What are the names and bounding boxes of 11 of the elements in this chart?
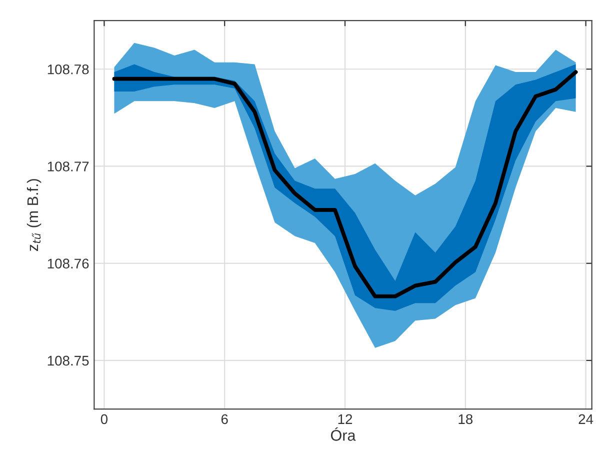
x-tick-label: 12 xyxy=(338,414,352,424)
x-axis-title: Óra xyxy=(330,427,356,441)
y-tick-label: 108.77 xyxy=(48,162,89,172)
y-tick-label: 108.76 xyxy=(48,258,89,269)
x-tick-label: 0 xyxy=(100,414,108,424)
x-tick-label: 18 xyxy=(458,414,473,424)
y-axis-title: z$_{tű}$ (m B.f.) xyxy=(26,179,42,251)
y-tick-label: 108.78 xyxy=(48,64,89,74)
y-tick-label: 108.75 xyxy=(48,356,89,366)
x-tick-label: 6 xyxy=(221,414,228,424)
x-tick-label: 24 xyxy=(578,414,594,424)
